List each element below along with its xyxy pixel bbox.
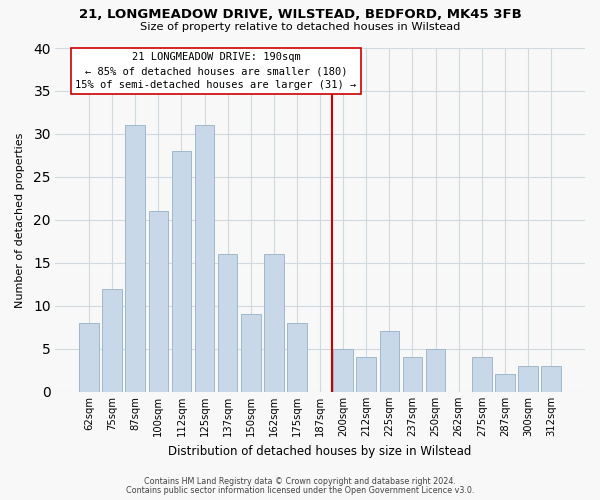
Bar (172, 151, 191, 392)
Bar (264, 254, 284, 392)
Bar (79, 323, 99, 392)
Y-axis label: Number of detached properties: Number of detached properties (15, 132, 25, 308)
Bar (287, 323, 307, 392)
Bar (103, 288, 122, 392)
Text: Size of property relative to detached houses in Wilstead: Size of property relative to detached ho… (140, 22, 460, 32)
Bar (518, 366, 538, 392)
Text: Contains public sector information licensed under the Open Government Licence v3: Contains public sector information licen… (126, 486, 474, 495)
Bar (241, 314, 260, 392)
X-axis label: Distribution of detached houses by size in Wilstead: Distribution of detached houses by size … (169, 444, 472, 458)
Text: Contains HM Land Registry data © Crown copyright and database right 2024.: Contains HM Land Registry data © Crown c… (144, 477, 456, 486)
Bar (149, 211, 168, 392)
Bar (218, 254, 238, 392)
Text: 21, LONGMEADOW DRIVE, WILSTEAD, BEDFORD, MK45 3FB: 21, LONGMEADOW DRIVE, WILSTEAD, BEDFORD,… (79, 8, 521, 20)
Bar (195, 126, 214, 392)
Bar (495, 374, 515, 392)
Bar (356, 358, 376, 392)
Bar (125, 126, 145, 392)
Bar (541, 366, 561, 392)
Text: 21 LONGMEADOW DRIVE: 190sqm
← 85% of detached houses are smaller (180)
15% of se: 21 LONGMEADOW DRIVE: 190sqm ← 85% of det… (76, 52, 357, 90)
Bar (334, 348, 353, 392)
Bar (403, 358, 422, 392)
Bar (472, 358, 491, 392)
Bar (380, 332, 399, 392)
Bar (426, 348, 445, 392)
